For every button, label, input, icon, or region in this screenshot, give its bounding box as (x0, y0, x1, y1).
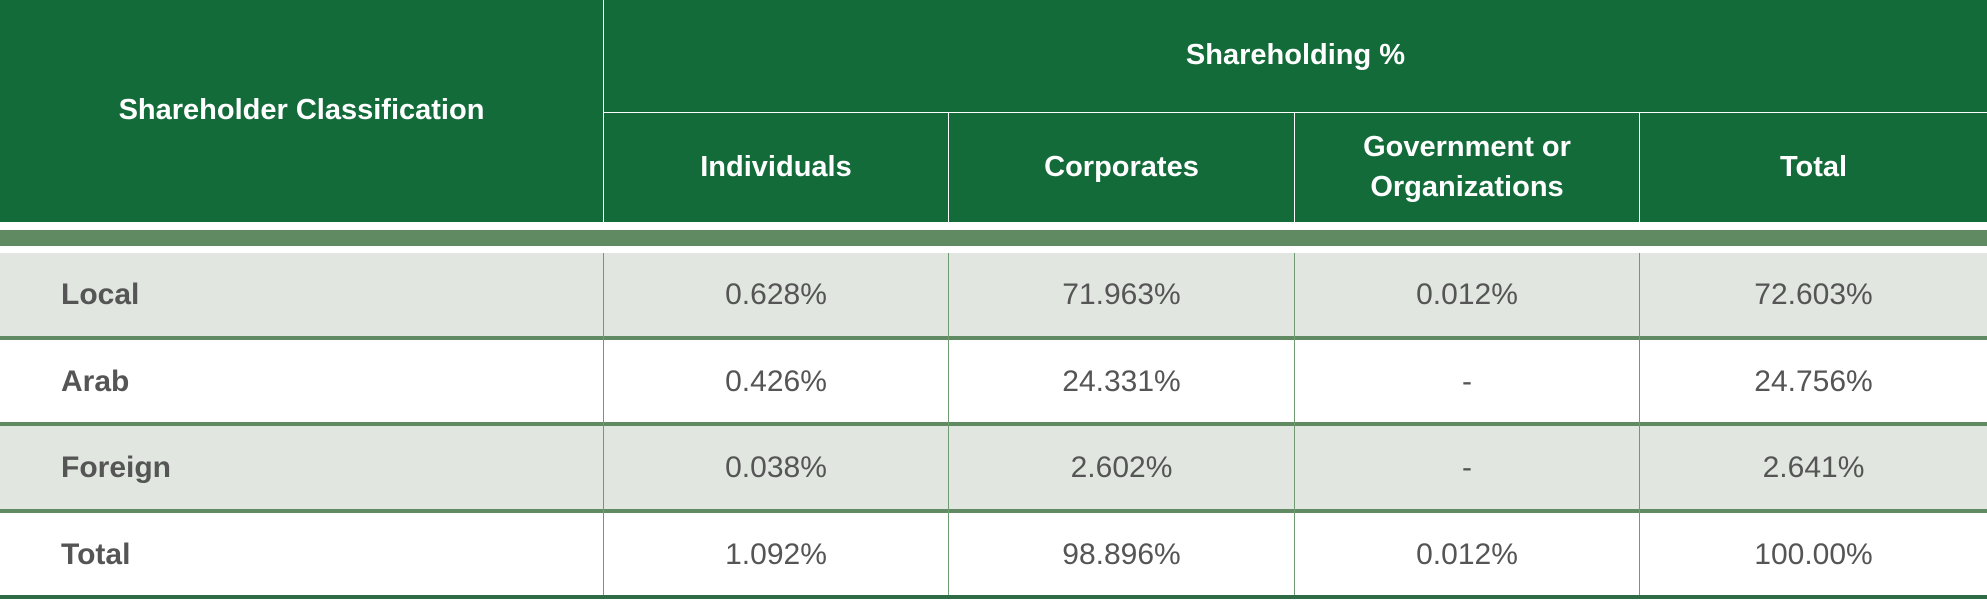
column-divider (603, 253, 604, 598)
cell-corporates: 24.331% (1062, 365, 1181, 398)
cell-individuals: 0.426% (725, 365, 827, 398)
column-divider (948, 253, 949, 598)
header-separator-band (0, 230, 1987, 246)
table-row: Foreign 0.038% 2.602% - 2.641% (0, 426, 1987, 510)
cell-total: 72.603% (1754, 278, 1873, 311)
column-divider (1294, 253, 1295, 598)
table-header: Shareholder Classification Shareholding … (0, 0, 1987, 222)
header-divider (1639, 113, 1640, 222)
cell-individuals: 0.038% (725, 451, 827, 484)
header-divider (604, 112, 1987, 113)
table-row: Arab 0.426% 24.331% - 24.756% (0, 340, 1987, 424)
cell-government: - (1462, 451, 1472, 484)
table-row: Local 0.628% 71.963% 0.012% 72.603% (0, 253, 1987, 337)
cell-corporates: 2.602% (1070, 451, 1173, 484)
header-divider (603, 0, 604, 222)
cell-government: 0.012% (1416, 278, 1518, 311)
header-individuals: Individuals (700, 150, 852, 183)
cell-total: 100.00% (1754, 538, 1873, 571)
row-label: Total (61, 538, 131, 571)
header-total: Total (1779, 150, 1848, 183)
cell-corporates: 71.963% (1062, 278, 1181, 311)
header-divider (1294, 113, 1295, 222)
cell-corporates: 98.896% (1062, 538, 1181, 571)
row-label: Local (61, 278, 140, 311)
cell-total: 24.756% (1754, 365, 1873, 398)
header-corporates: Corporates (1044, 150, 1199, 183)
cell-government: - (1462, 365, 1472, 398)
cell-individuals: 1.092% (725, 538, 827, 571)
cell-individuals: 0.628% (725, 278, 827, 311)
column-divider (1639, 253, 1640, 598)
row-divider (0, 422, 1987, 426)
row-label: Foreign (61, 451, 171, 484)
cell-government: 0.012% (1416, 538, 1518, 571)
row-divider (0, 509, 1987, 513)
table-row: Total 1.092% 98.896% 0.012% 100.00% (0, 513, 1987, 597)
row-label: Arab (61, 365, 130, 398)
header-shareholding-group: Shareholding % (1185, 39, 1406, 72)
header-classification: Shareholder Classification (118, 94, 485, 127)
table-bottom-border (0, 595, 1987, 599)
cell-total: 2.641% (1762, 451, 1865, 484)
header-divider (948, 113, 949, 222)
header-government: Government or Organizations (1363, 131, 1571, 203)
row-divider (0, 336, 1987, 340)
